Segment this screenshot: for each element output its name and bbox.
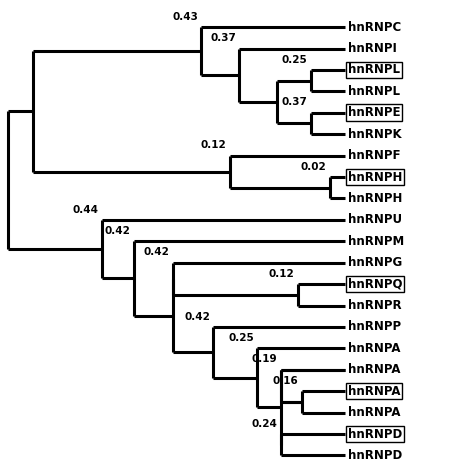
Text: hnRNPH: hnRNPH (348, 171, 402, 183)
Text: 0.37: 0.37 (282, 98, 308, 108)
Text: hnRNPF: hnRNPF (348, 149, 401, 162)
Text: hnRNPH: hnRNPH (348, 192, 402, 205)
Text: 0.42: 0.42 (184, 311, 210, 321)
Text: hnRNPL: hnRNPL (348, 85, 400, 98)
Text: hnRNPR: hnRNPR (348, 299, 401, 312)
Text: hnRNPI: hnRNPI (348, 42, 397, 55)
Text: hnRNPA: hnRNPA (348, 406, 401, 419)
Text: 0.25: 0.25 (282, 55, 308, 64)
Text: hnRNPA: hnRNPA (348, 385, 401, 398)
Text: hnRNPA: hnRNPA (348, 363, 401, 376)
Text: hnRNPP: hnRNPP (348, 320, 401, 334)
Text: hnRNPG: hnRNPG (348, 256, 402, 269)
Text: hnRNPD: hnRNPD (348, 449, 402, 462)
Text: 0.02: 0.02 (301, 162, 327, 172)
Text: 0.44: 0.44 (73, 204, 99, 215)
Text: 0.12: 0.12 (268, 269, 294, 279)
Text: hnRNPK: hnRNPK (348, 128, 401, 141)
Text: hnRNPL: hnRNPL (348, 64, 400, 76)
Text: hnRNPD: hnRNPD (348, 428, 402, 440)
Text: hnRNPC: hnRNPC (348, 20, 401, 34)
Text: 0.12: 0.12 (201, 140, 227, 150)
Text: 0.42: 0.42 (144, 247, 170, 257)
Text: hnRNPU: hnRNPU (348, 213, 402, 227)
Text: hnRNPM: hnRNPM (348, 235, 404, 248)
Text: 0.24: 0.24 (252, 419, 277, 428)
Text: hnRNPQ: hnRNPQ (348, 278, 402, 291)
Text: 0.25: 0.25 (228, 333, 254, 343)
Text: 0.42: 0.42 (104, 226, 130, 236)
Text: 0.37: 0.37 (210, 33, 236, 43)
Text: 0.16: 0.16 (273, 376, 299, 386)
Text: hnRNPA: hnRNPA (348, 342, 401, 355)
Text: 0.43: 0.43 (172, 12, 198, 22)
Text: 0.19: 0.19 (252, 355, 277, 365)
Text: hnRNPE: hnRNPE (348, 106, 401, 119)
